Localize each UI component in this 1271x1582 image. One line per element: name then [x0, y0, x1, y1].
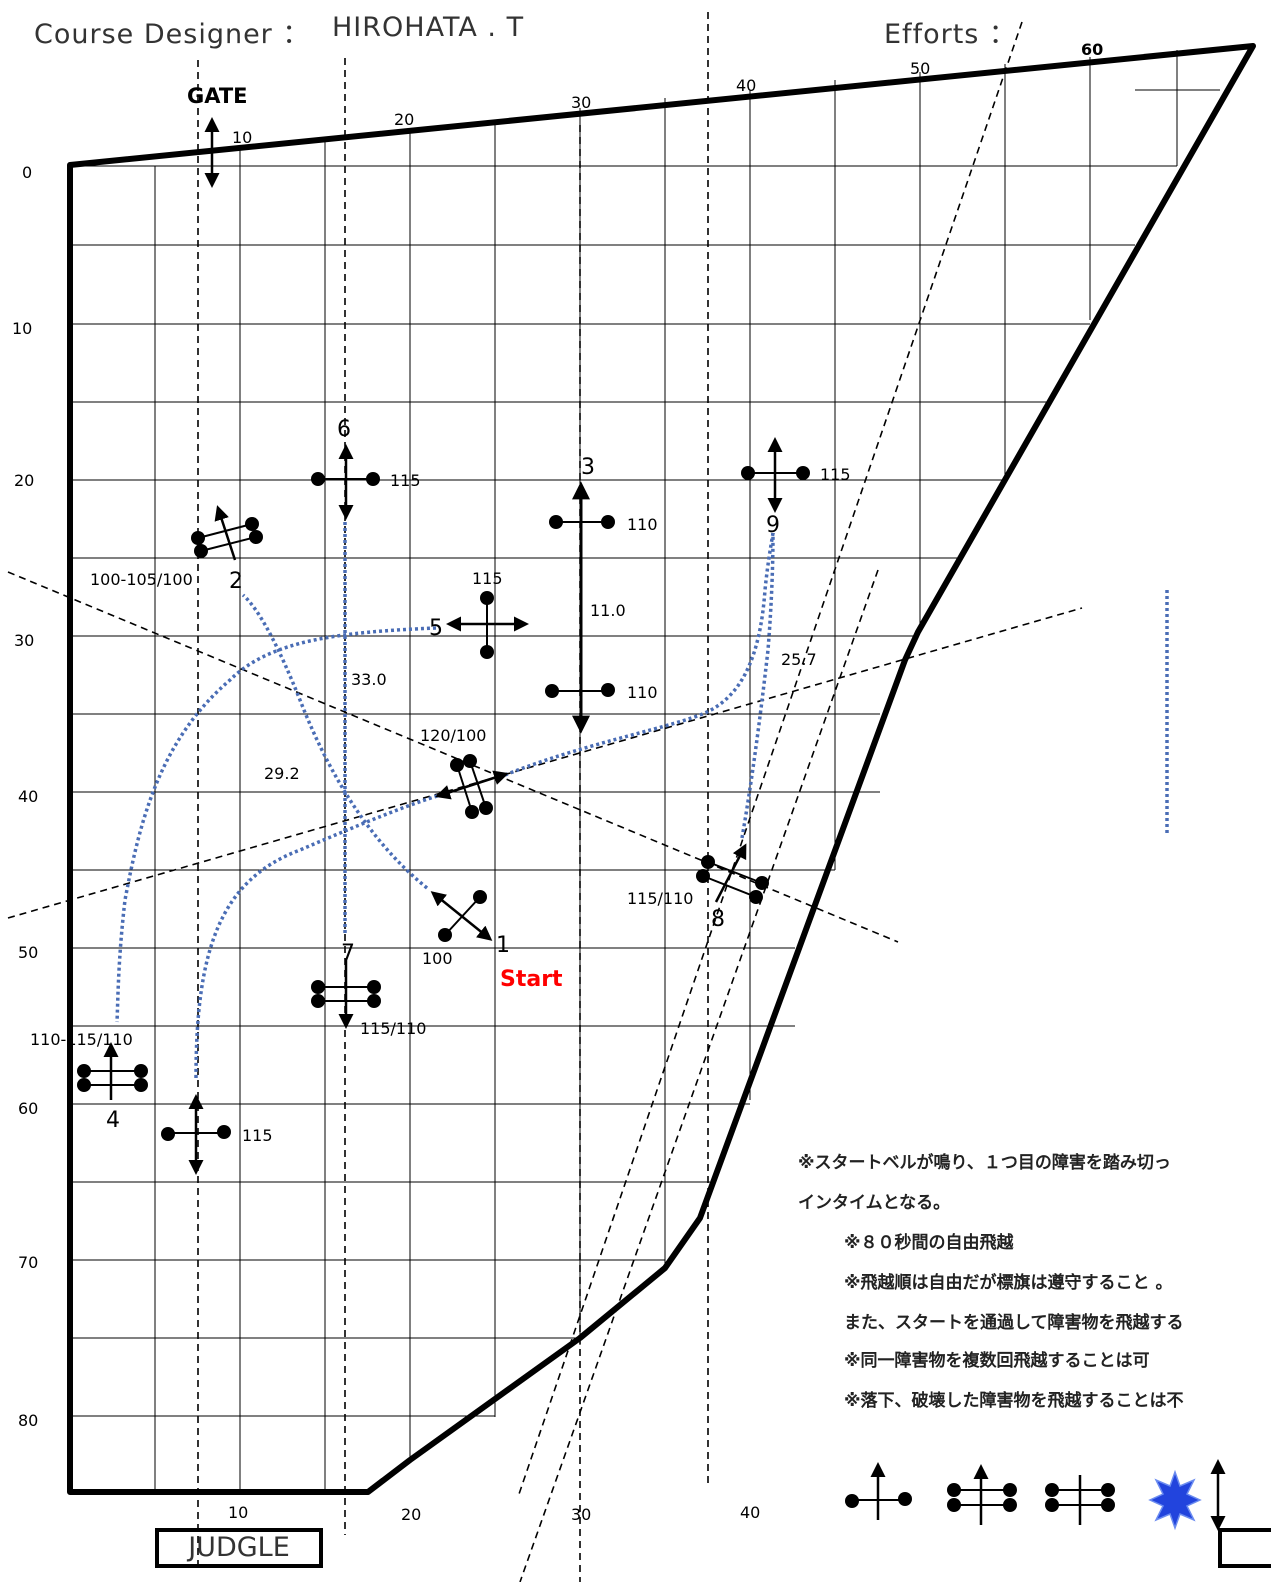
corner-box: [1218, 1528, 1271, 1568]
obstacle-number: 2: [229, 569, 243, 594]
obstacle-number: 8: [711, 907, 725, 932]
obstacle-number: 4: [106, 1108, 120, 1133]
obstacle-height: 115/110: [360, 1019, 426, 1038]
obstacle-height: 115: [390, 471, 421, 490]
note-line: また、スタートを通過して障害物を飛越する: [844, 1313, 1184, 1333]
note-line: ※同一障害物を複数回飛越することは可: [844, 1351, 1150, 1371]
left-scale: 0 10 20 30 40 50 60 70 80: [12, 163, 38, 1430]
obstacle-height: 110: [627, 515, 658, 534]
obstacle-height: 115/110: [627, 889, 693, 908]
start-label: Start: [500, 967, 563, 992]
judge-box: JUDGLE: [155, 1528, 323, 1568]
efforts-label: Efforts ：: [884, 19, 1017, 50]
bottom-scale: 10 20 30 40: [228, 1503, 760, 1524]
obstacle-center-oxer[interactable]: [435, 754, 509, 819]
left-scale-label: 20: [14, 471, 34, 490]
joker-star-icon: [1148, 1469, 1202, 1531]
distance-label: 25.7: [781, 650, 817, 669]
course-designer-name: HIROHATA . T: [332, 12, 525, 43]
bottom-scale-label: 10: [228, 1503, 248, 1522]
obstacle-bottom-vertical[interactable]: [161, 1094, 231, 1175]
obstacle-6[interactable]: [311, 444, 380, 520]
oxer-plain-icon: [1045, 1475, 1115, 1525]
gate-label: GATE: [187, 84, 248, 108]
top-scale-label: 10: [232, 128, 252, 147]
obstacle-number: 9: [766, 513, 780, 538]
obstacle-height: 100: [422, 949, 453, 968]
obstacle-number: 3: [581, 455, 595, 480]
top-scale-label: 40: [736, 76, 756, 95]
obstacle-9[interactable]: [741, 437, 810, 513]
bottom-scale-label: 20: [401, 1505, 421, 1524]
left-scale-label: 70: [18, 1253, 38, 1272]
top-scale-label: 30: [571, 93, 591, 112]
distance-label: 33.0: [351, 670, 387, 689]
left-scale-label: 30: [14, 631, 34, 650]
distances: 11.0 33.0 29.2 25.7: [264, 601, 817, 783]
obstacle-number: 6: [337, 417, 351, 442]
note-line: ※８０秒間の自由飛越: [844, 1233, 1014, 1253]
obstacle-height: 115: [472, 569, 503, 588]
obstacle-2[interactable]: [191, 505, 263, 561]
left-scale-label: 0: [22, 163, 32, 182]
arena-outline: [67, 43, 1256, 1495]
dashed-lines: [7, 12, 1083, 1582]
obstacle-1[interactable]: [430, 890, 493, 942]
obstacle-height: 120/100: [420, 726, 486, 745]
left-scale-label: 60: [18, 1099, 38, 1118]
obstacle-4[interactable]: [77, 1042, 148, 1100]
bottom-scale-label: 40: [740, 1503, 760, 1522]
obstacle-heights: 100 100-105/100 110 110 110-115/110 115 …: [30, 465, 851, 1145]
obstacle-5[interactable]: [446, 591, 529, 659]
obstacle-height: 110-115/110: [30, 1030, 133, 1049]
vertical-icon: [845, 1462, 912, 1520]
top-scale: 10 20 30 40 50 60: [232, 40, 1103, 147]
note-line: ※スタートベルが鳴り、１つ目の障害を踏み切っ: [798, 1153, 1171, 1173]
obstacle-3[interactable]: [545, 481, 615, 734]
obstacle-height: 110: [627, 683, 658, 702]
left-scale-label: 10: [12, 319, 32, 338]
top-scale-label: 60: [1081, 40, 1103, 59]
left-scale-label: 80: [18, 1411, 38, 1430]
obstacle-numbers: 1 2 3 4 5 6 7 8 9: [106, 417, 780, 1133]
top-scale-label: 50: [910, 59, 930, 78]
left-scale-label: 40: [18, 787, 38, 806]
obstacle-number: 7: [341, 941, 355, 966]
riding-route: [115, 522, 1169, 1079]
distance-label: 11.0: [590, 601, 626, 620]
obstacle-number: 1: [496, 933, 510, 958]
note-line: インタイムとなる。: [798, 1193, 951, 1213]
oxer-icon: [947, 1464, 1017, 1525]
bottom-scale-label: 30: [571, 1505, 591, 1524]
left-scale-label: 50: [18, 943, 38, 962]
note-line: ※落下、破壊した障害物を飛越することは不: [844, 1391, 1184, 1411]
course-designer-label: Course Designer ：: [34, 19, 311, 50]
obstacle-number: 5: [429, 616, 443, 641]
obstacle-height: 115: [820, 465, 851, 484]
obstacle-8[interactable]: [696, 843, 769, 904]
top-scale-label: 20: [394, 110, 414, 129]
distance-label: 29.2: [264, 764, 300, 783]
obstacle-height: 100-105/100: [90, 570, 193, 589]
obstacle-7[interactable]: [311, 960, 381, 1029]
obstacle-height: 115: [242, 1126, 273, 1145]
note-line: ※飛越順は自由だが標旗は遵守すること 。: [844, 1273, 1173, 1293]
